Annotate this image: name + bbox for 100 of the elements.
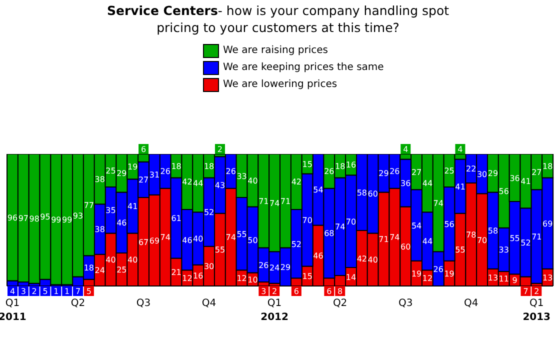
data-label: 35 xyxy=(106,206,116,216)
data-label: 60 xyxy=(368,190,378,199)
data-label: 52 xyxy=(204,208,214,218)
data-label: 25 xyxy=(106,166,116,176)
data-label: 95 xyxy=(40,212,50,222)
data-label: 25 xyxy=(444,166,454,176)
data-label: 12 xyxy=(236,274,247,284)
data-label: 74 xyxy=(160,233,170,242)
data-label: 18 xyxy=(84,264,94,273)
data-label: 40 xyxy=(193,234,204,244)
data-label: 29 xyxy=(488,169,498,178)
data-label: 15 xyxy=(302,160,312,169)
data-label: 42 xyxy=(182,178,192,187)
data-label: 70 xyxy=(346,217,356,226)
x-tick-label: Q2 xyxy=(332,298,348,309)
data-label: 46 xyxy=(182,236,192,245)
data-label: 69 xyxy=(542,219,553,228)
data-label: 74 xyxy=(433,198,444,208)
data-label: 69 xyxy=(149,236,160,246)
data-label: 61 xyxy=(171,214,182,224)
data-label: 52 xyxy=(291,240,302,249)
legend-label: We are keeping prices the same xyxy=(223,62,384,73)
data-label: 26 xyxy=(390,167,400,176)
data-label: 6 xyxy=(326,287,332,296)
x-tick-label: Q3 xyxy=(398,298,413,309)
data-label: 11 xyxy=(498,274,509,284)
data-label: 14 xyxy=(346,272,356,282)
data-label: 43 xyxy=(214,181,226,190)
data-label: 40 xyxy=(106,256,116,265)
data-label: 55 xyxy=(214,246,226,255)
data-label: 24 xyxy=(94,266,105,276)
data-label: 6 xyxy=(140,145,146,154)
chart-title: Service Centers- how is your company handling spot pricing to your customers at this time? xyxy=(106,2,450,36)
data-label: 8 xyxy=(338,287,343,296)
data-label: 44 xyxy=(422,237,433,246)
data-label: 41 xyxy=(128,202,138,212)
data-label: 70 xyxy=(302,216,312,225)
data-label: 26 xyxy=(258,260,269,270)
data-label: 67 xyxy=(138,238,149,247)
data-label: 26 xyxy=(433,264,444,274)
data-label: 42 xyxy=(291,178,302,187)
data-label: 38 xyxy=(94,175,105,184)
data-label: 31 xyxy=(149,170,160,180)
x-tick-label: Q4 xyxy=(464,298,478,309)
data-label: 29 xyxy=(280,262,291,272)
data-label: 68 xyxy=(324,229,334,238)
data-label: 27 xyxy=(532,168,542,177)
data-label: 29 xyxy=(378,169,389,178)
data-label: 74 xyxy=(335,222,346,232)
data-label: 6 xyxy=(294,287,299,296)
data-label: 56 xyxy=(498,186,509,196)
data-label: 54 xyxy=(313,186,324,195)
data-label: 12 xyxy=(182,274,192,284)
data-label: 46 xyxy=(313,252,324,261)
data-label: 77 xyxy=(84,200,94,210)
data-label: 54 xyxy=(411,221,422,230)
data-label: 5 xyxy=(42,287,48,296)
data-label: 93 xyxy=(72,211,84,220)
data-label: 4 xyxy=(403,145,408,154)
data-label: 10 xyxy=(248,275,258,284)
data-label: 3 xyxy=(20,287,26,296)
data-label: 2 xyxy=(32,287,37,296)
data-label: 19 xyxy=(411,269,422,278)
data-label: 30 xyxy=(476,170,488,179)
x-tick-label: Q1 2013 xyxy=(522,298,551,323)
data-label: 1 xyxy=(54,287,59,296)
data-label: 33 xyxy=(236,172,247,181)
data-label: 55 xyxy=(455,246,466,255)
data-label: 41 xyxy=(520,177,531,186)
data-label: 74 xyxy=(226,233,236,242)
data-label: 27 xyxy=(411,168,422,177)
data-label: 44 xyxy=(422,179,433,188)
data-label: 55 xyxy=(510,234,520,243)
data-label: 44 xyxy=(193,179,204,188)
data-label: 26 xyxy=(226,167,236,176)
data-label: 19 xyxy=(444,269,454,278)
data-label: 99 xyxy=(51,215,62,224)
x-tick-label: Q4 xyxy=(202,298,216,309)
data-label: 2 xyxy=(534,287,540,296)
data-label: 4 xyxy=(10,287,16,296)
data-label: 18 xyxy=(204,162,214,171)
data-label: 16 xyxy=(193,271,204,280)
data-label: 25 xyxy=(116,266,127,274)
data-label: 13 xyxy=(488,273,498,282)
data-label: 33 xyxy=(498,246,509,255)
data-label: 71 xyxy=(378,235,389,244)
data-label: 27 xyxy=(138,176,149,185)
data-label: 1 xyxy=(64,287,70,296)
data-label: 16 xyxy=(346,160,356,170)
data-label: 97 xyxy=(18,214,29,224)
data-label: 70 xyxy=(476,236,488,245)
data-label: 71 xyxy=(280,196,291,206)
data-label: 19 xyxy=(128,162,138,172)
data-label: 18 xyxy=(171,162,182,171)
data-label: 98 xyxy=(29,214,40,224)
data-label: 60 xyxy=(400,242,411,252)
data-label: 7 xyxy=(523,287,528,296)
data-label: 46 xyxy=(116,218,127,228)
data-label: 30 xyxy=(204,262,214,272)
data-label: 22 xyxy=(466,164,476,174)
